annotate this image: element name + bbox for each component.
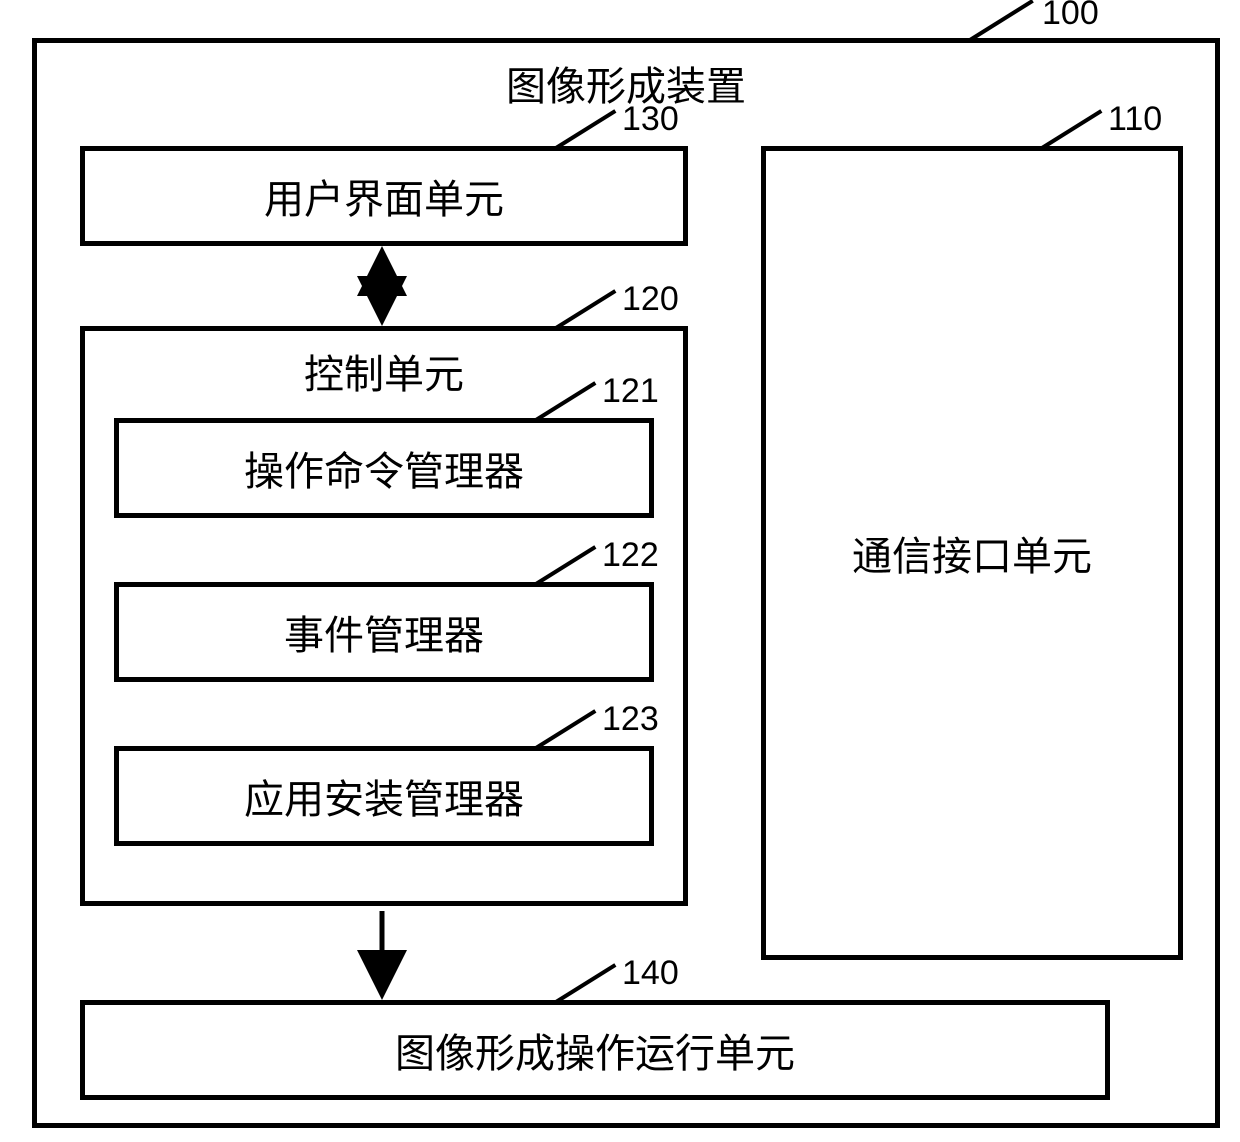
diagram-canvas: 图像形成装置 100 用户界面单元 130 控制单元 120 操作命令管理器 1… <box>0 0 1240 1142</box>
arrows-layer <box>0 0 1240 1142</box>
